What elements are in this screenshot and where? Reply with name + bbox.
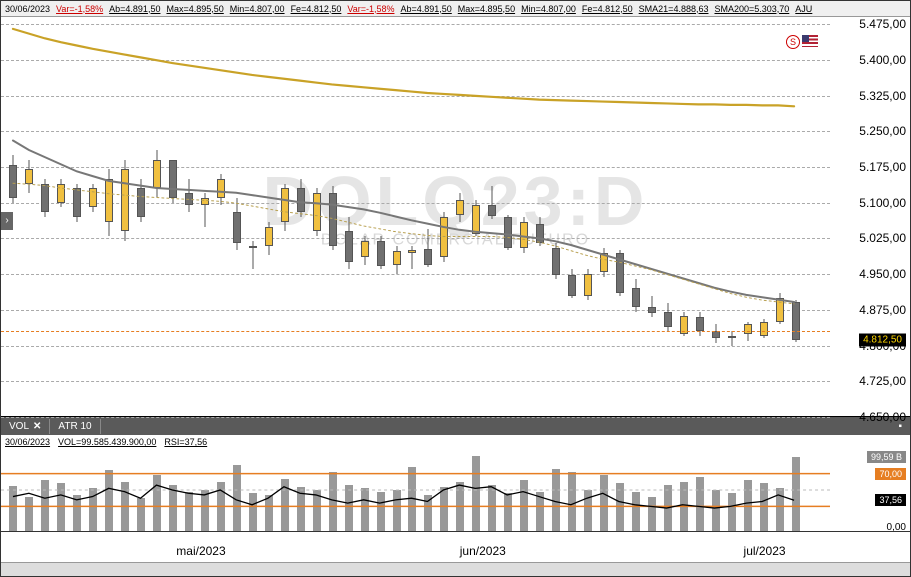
volume-bar	[329, 472, 337, 531]
price-tick-label: 4.650,00	[859, 410, 906, 424]
info-var2: Var=-1,58%	[347, 4, 394, 14]
volume-bar	[121, 482, 129, 531]
vol-value-tag: 99,59 B	[867, 451, 906, 463]
volume-bar	[632, 492, 640, 531]
volume-bar	[520, 480, 528, 531]
volume-bar	[488, 485, 496, 531]
volume-bar	[377, 492, 385, 531]
volume-bar	[472, 456, 480, 531]
volume-bar	[345, 485, 353, 531]
volume-bar	[201, 490, 209, 531]
price-tick-label: 4.875,00	[859, 303, 906, 317]
info-max1: Max=4.895,50	[166, 4, 223, 14]
volume-bar	[440, 487, 448, 531]
volume-bar	[728, 493, 736, 531]
rsi-70-tag: 70,00	[875, 468, 906, 480]
time-axis: mai/2023 jun/2023 jul/2023	[1, 531, 910, 576]
volume-bar	[73, 495, 81, 531]
volume-bar	[217, 482, 225, 531]
volume-bar	[297, 487, 305, 531]
volume-bar	[57, 483, 65, 531]
info-min2: Min=4.807,00	[521, 4, 576, 14]
volume-bar	[408, 467, 416, 531]
volume-bar	[536, 492, 544, 531]
volume-bar	[393, 490, 401, 531]
volume-bar	[552, 469, 560, 531]
price-tick-label: 5.475,00	[859, 17, 906, 31]
volume-bar	[89, 488, 97, 531]
indicator-chart[interactable]: 99,59 B70,0037,560,00	[1, 449, 910, 531]
volume-bar	[744, 480, 752, 531]
volume-bar	[281, 479, 289, 531]
time-scrollbar[interactable]	[1, 562, 910, 576]
time-axis-label: mai/2023	[176, 544, 225, 558]
price-tick-label: 5.325,00	[859, 89, 906, 103]
info-aju: AJU	[795, 4, 812, 14]
volume-bar	[760, 483, 768, 531]
info-sma21: SMA21=4.888,63	[639, 4, 709, 14]
volume-bar	[169, 485, 177, 531]
close-icon[interactable]: ✕	[33, 421, 41, 432]
info-sma200: SMA200=5.303,70	[714, 4, 789, 14]
volume-bar	[664, 485, 672, 531]
info-max2: Max=4.895,50	[458, 4, 515, 14]
volume-bar	[680, 482, 688, 531]
volume-bar	[313, 490, 321, 531]
volume-bar	[584, 490, 592, 531]
price-tick-label: 5.025,00	[859, 231, 906, 245]
info-ab1: Ab=4.891,50	[109, 4, 160, 14]
volume-bar	[265, 495, 273, 531]
volume-bar	[25, 497, 33, 531]
volume-bar	[600, 475, 608, 531]
ind-vol: VOL=99.585.439.900,00	[58, 437, 156, 447]
price-tick-label: 4.725,00	[859, 374, 906, 388]
volume-bar	[712, 490, 720, 531]
vol-tab[interactable]: VOL ✕	[1, 419, 50, 434]
volume-bar	[233, 465, 241, 531]
info-var1: Var=-1,58%	[56, 4, 103, 14]
volume-bar	[792, 457, 800, 531]
time-axis-label: jul/2023	[744, 544, 786, 558]
info-fe2: Fe=4.812,50	[582, 4, 633, 14]
info-min1: Min=4.807,00	[230, 4, 285, 14]
atr-tab[interactable]: ATR 10	[50, 419, 100, 434]
volume-bar	[9, 486, 17, 531]
indicator-tabs: VOL ✕ ATR 10 ▪	[1, 417, 910, 435]
volume-bar	[648, 497, 656, 531]
volume-bar	[361, 488, 369, 531]
volume-bar	[424, 495, 432, 531]
price-chart[interactable]: DOLQ23:D DOLAR COMERCIAL FUTURO S › 5.47…	[1, 17, 910, 417]
volume-bar	[153, 475, 161, 531]
rsi-value-tag: 37,56	[875, 494, 906, 506]
chart-info-bar: 30/06/2023 Var=-1,58% Ab=4.891,50 Max=4.…	[1, 1, 910, 17]
volume-bar	[568, 472, 576, 531]
price-tick-label: 4.950,00	[859, 267, 906, 281]
volume-bar	[456, 482, 464, 531]
info-ab2: Ab=4.891,50	[400, 4, 451, 14]
volume-bar	[185, 492, 193, 531]
ind-rsi: RSI=37,56	[164, 437, 207, 447]
volume-bar	[105, 470, 113, 531]
ind-date: 30/06/2023	[5, 437, 50, 447]
volume-bar	[616, 483, 624, 531]
last-price-tag: 4.812,50	[859, 333, 906, 346]
volume-bar	[41, 480, 49, 531]
info-date: 30/06/2023	[5, 4, 50, 14]
price-tick-label: 5.400,00	[859, 53, 906, 67]
volume-bar	[504, 493, 512, 531]
info-fe1: Fe=4.812,50	[291, 4, 342, 14]
volume-bar	[249, 493, 257, 531]
price-tick-label: 5.175,00	[859, 160, 906, 174]
time-axis-label: jun/2023	[460, 544, 506, 558]
volume-bar	[137, 498, 145, 531]
volume-bar	[776, 488, 784, 531]
expand-sidebar-button[interactable]: ›	[1, 212, 13, 230]
indicator-info-bar: 30/06/2023 VOL=99.585.439.900,00 RSI=37,…	[1, 435, 910, 449]
price-tick-label: 5.250,00	[859, 124, 906, 138]
volume-bar	[696, 477, 704, 531]
price-tick-label: 5.100,00	[859, 196, 906, 210]
